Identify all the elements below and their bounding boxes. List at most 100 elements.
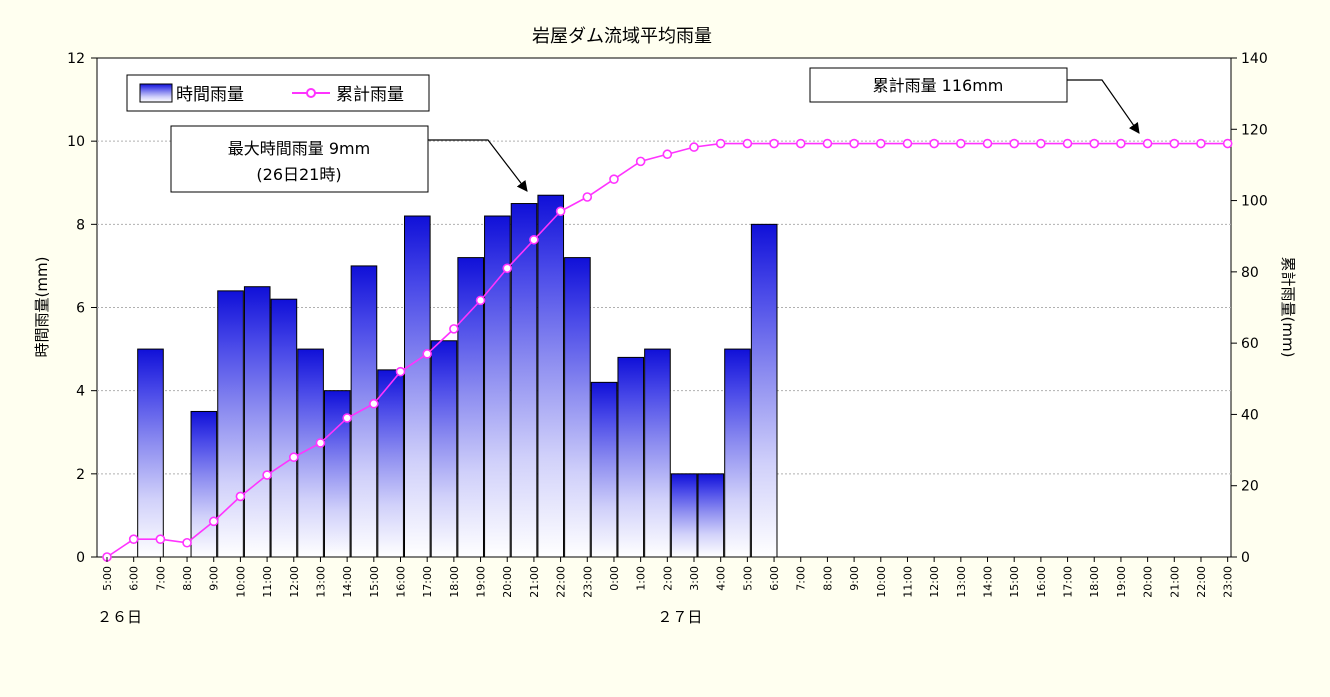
cumulative-point-20:00: [1142, 138, 1153, 149]
x-tick-label: 22:00: [1195, 566, 1208, 598]
y-right-tick-label: 60: [1241, 336, 1259, 352]
cumulative-point-23:00: [582, 192, 593, 202]
annotation-max-line1: 最大時間雨量 9mm: [228, 139, 370, 158]
cumulative-point-11:00: [262, 470, 272, 480]
bar-0:00: [617, 356, 645, 558]
bar-14:00: [350, 265, 378, 558]
legend-line-label: 累計雨量: [336, 85, 404, 105]
y-left-tick-label: 12: [67, 51, 85, 67]
annotation-total-box: [809, 67, 1068, 103]
x-tick-label: 11:00: [261, 566, 274, 598]
bar-18:00: [457, 257, 484, 558]
bar-20:00: [510, 203, 538, 558]
bar-4:00: [724, 348, 751, 558]
bar-10:00: [243, 286, 271, 558]
cumulative-point-0:00: [609, 174, 619, 184]
cumulative-point-14:00: [982, 138, 993, 149]
x-tick-label: 15:00: [1008, 566, 1021, 598]
annotation-total-arrow: [1067, 79, 1140, 134]
cumulative-point-17:00: [1062, 138, 1073, 149]
y-right-tick-label: 80: [1241, 265, 1259, 281]
cumulative-point-20:00: [502, 263, 513, 274]
cumulative-point-18:00: [449, 324, 459, 334]
x-tick-label: 5:00: [101, 566, 114, 591]
bar-21:00: [537, 194, 565, 558]
x-tick-label: 5:00: [741, 566, 754, 591]
x-tick-label: 23:00: [1222, 566, 1235, 598]
bar-series: [137, 194, 778, 558]
cumulative-point-23:00: [1222, 138, 1233, 149]
x-tick-label: 19:00: [475, 566, 488, 598]
y-axis-right-label: 累計雨量(mm): [1279, 257, 1297, 358]
y-right-tick-label: 40: [1241, 407, 1259, 423]
y-left-tick-label: 0: [76, 550, 85, 566]
cumulative-point-22:00: [1196, 138, 1206, 149]
cumulative-point-5:00: [742, 138, 753, 149]
chart-title: 岩屋ダム流域平均雨量: [532, 26, 712, 47]
x-tick-label: 19:00: [1115, 566, 1128, 598]
cumulative-point-3:00: [689, 142, 699, 152]
y-left-tick-label: 2: [76, 467, 85, 483]
x-tick-label: 13:00: [955, 566, 968, 598]
x-tick-label: 18:00: [448, 566, 461, 598]
cumulative-point-6:00: [769, 138, 779, 149]
day-label-0: ２６日: [97, 608, 142, 626]
x-tick-label: 8:00: [181, 566, 194, 591]
x-tick-label: 21:00: [1168, 566, 1181, 598]
x-tick-label: 7:00: [795, 566, 808, 591]
x-tick-label: 12:00: [928, 566, 941, 598]
x-tick-label: 21:00: [528, 566, 541, 598]
x-tick-label: 14:00: [982, 566, 995, 598]
bar-9:00: [217, 290, 244, 558]
cumulative-point-6:00: [128, 534, 139, 544]
y-axis-left-label: 時間雨量(mm): [33, 257, 51, 358]
cumulative-point-21:00: [529, 234, 539, 245]
cumulative-point-15:00: [369, 398, 379, 409]
x-tick-label: 3:00: [688, 566, 701, 591]
x-tick-label: 13:00: [314, 566, 327, 598]
annotation-max-box: [170, 125, 429, 193]
cumulative-point-16:00: [1036, 138, 1046, 149]
x-tick-label: 16:00: [395, 566, 408, 598]
x-tick-label: 16:00: [1035, 566, 1048, 598]
x-tick-label: 20:00: [501, 566, 514, 598]
annotation-max: 最大時間雨量 9mm (26日21時): [170, 125, 528, 193]
y-right-tick-label: 140: [1241, 51, 1268, 67]
cumulative-point-14:00: [342, 413, 352, 423]
bar-17:00: [430, 340, 458, 558]
annotation-max-arrow: [428, 139, 528, 192]
x-tick-label: 4:00: [715, 566, 728, 591]
cumulative-point-18:00: [1089, 138, 1100, 149]
x-tick-label: 10:00: [234, 566, 247, 598]
y-left-tick-label: 4: [76, 384, 85, 400]
bar-2:00: [670, 473, 698, 558]
cumulative-point-19:00: [475, 295, 486, 306]
x-tick-label: 10:00: [875, 566, 888, 598]
x-tick-label: 8:00: [821, 566, 834, 591]
legend-bar-swatch: [139, 83, 173, 103]
cumulative-point-21:00: [1169, 138, 1180, 149]
bar-3:00: [697, 473, 725, 558]
y-right-tick-label: 100: [1241, 194, 1268, 210]
bar-1:00: [644, 348, 671, 558]
annotation-total-line1: 累計雨量 116mm: [873, 76, 1004, 95]
x-tick-label: 1:00: [635, 566, 648, 591]
legend-line-marker: [306, 88, 316, 98]
bar-5:00: [750, 223, 778, 558]
cumulative-point-7:00: [155, 534, 166, 544]
x-tick-label: 6:00: [128, 566, 141, 591]
x-tick-label: 9:00: [848, 566, 861, 591]
cumulative-point-13:00: [315, 438, 326, 448]
cumulative-point-8:00: [182, 537, 192, 548]
y-left-tick-label: 10: [67, 134, 85, 150]
y-right-tick-label: 0: [1241, 550, 1250, 566]
bar-6:00: [137, 348, 164, 558]
annotation-total: 累計雨量 116mm: [809, 67, 1140, 134]
cumulative-point-22:00: [555, 206, 566, 217]
x-tick-label: 14:00: [341, 566, 354, 598]
cumulative-point-19:00: [1116, 138, 1126, 149]
y-left-tick-label: 6: [76, 301, 85, 317]
